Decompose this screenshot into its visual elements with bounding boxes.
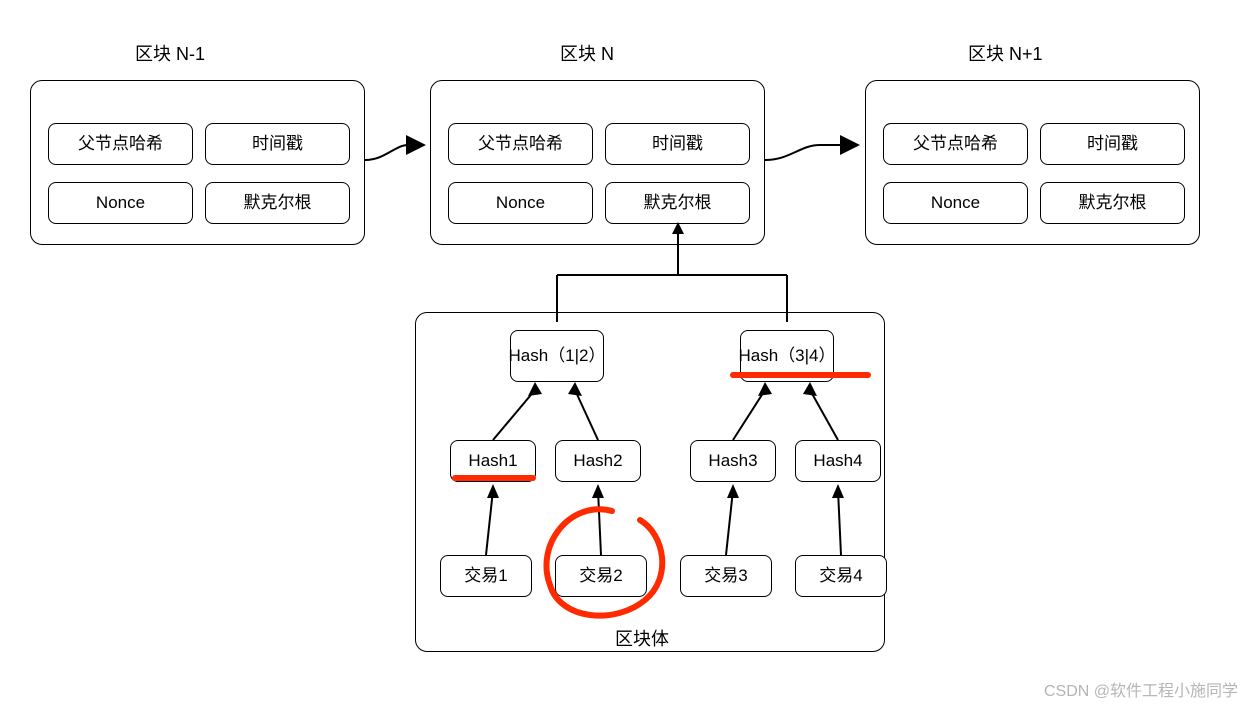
watermark: CSDN @软件工程小施同学	[1044, 677, 1238, 701]
merkle-fork-head-up	[672, 222, 684, 234]
arrow-hash4-head	[803, 382, 817, 396]
arrow-tx1-up	[486, 490, 493, 555]
arrow-hash4-up	[810, 390, 838, 440]
arrow-tx3-head	[727, 484, 739, 498]
arrow-tx2-up	[598, 490, 601, 555]
arrow-tx4-up	[838, 490, 841, 555]
arrow-n-to-np1	[765, 145, 856, 160]
arrow-hash1-head	[528, 382, 542, 396]
arrow-tx3-up	[726, 490, 733, 555]
arrow-tx2-head	[592, 484, 604, 498]
arrow-hash3-head	[758, 382, 772, 396]
annotation-tx2-circle	[546, 509, 662, 615]
arrow-hash1-up	[493, 390, 535, 440]
arrow-hash2-head	[568, 382, 582, 396]
arrow-n1-to-n	[365, 145, 422, 160]
merkle-fork	[557, 224, 787, 322]
arrow-tx1-head	[487, 484, 499, 498]
arrow-hash2-up	[575, 390, 598, 440]
arrow-tx4-head	[832, 484, 844, 498]
arrow-hash3-up	[733, 390, 765, 440]
diagram-svg-overlay	[0, 0, 1250, 707]
